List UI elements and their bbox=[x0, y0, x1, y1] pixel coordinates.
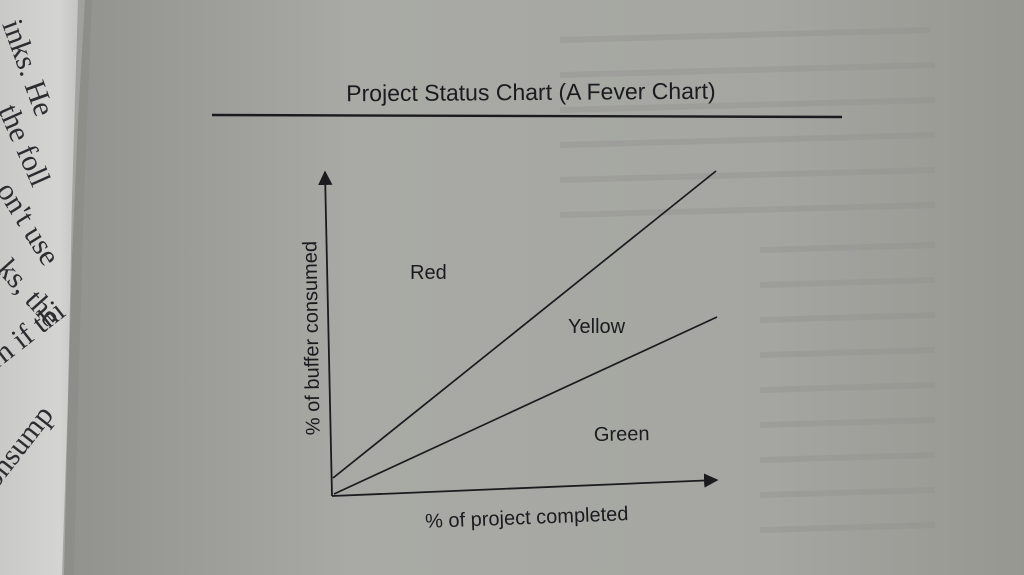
title-rule bbox=[211, 113, 843, 119]
y-axis bbox=[318, 170, 333, 497]
show-through-text bbox=[559, 27, 936, 533]
zone-label-red: Red bbox=[410, 262, 447, 284]
zone-label-green: Green bbox=[594, 423, 650, 446]
chart-title: Project Status Chart (A Fever Chart) bbox=[346, 78, 716, 107]
zone-label-yellow: Yellow bbox=[568, 316, 626, 338]
x-axis bbox=[331, 473, 719, 497]
red-yellow-boundary-line bbox=[332, 170, 717, 479]
y-axis-label: % of buffer consumed bbox=[299, 241, 324, 436]
left-facing-page bbox=[0, 0, 85, 575]
page-gutter-shadow bbox=[62, 0, 92, 575]
yellow-green-boundary-line bbox=[333, 316, 718, 495]
